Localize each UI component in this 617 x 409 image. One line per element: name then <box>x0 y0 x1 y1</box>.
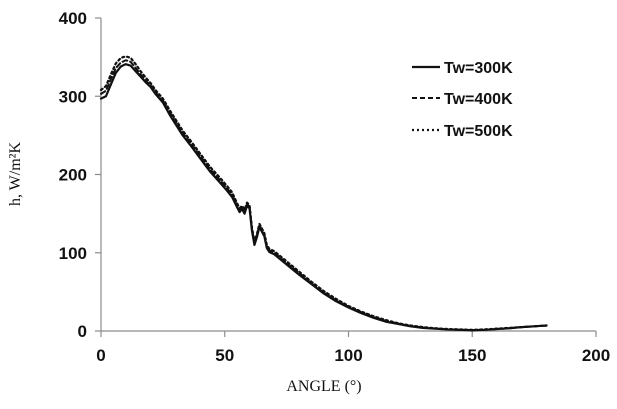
y-tick-label: 300 <box>59 87 87 106</box>
series-lines <box>99 55 548 332</box>
series-line-dotted <box>99 55 548 331</box>
tick-labels: 0 100 200 300 400 0 50 100 150 200 <box>59 9 611 365</box>
legend: Tw=300K Tw=400K Tw=500K <box>412 60 513 140</box>
legend-label: Tw=400K <box>444 91 513 108</box>
legend-label: Tw=500K <box>444 123 513 140</box>
x-tick-label: 150 <box>458 346 486 365</box>
x-tick-label: 0 <box>96 346 105 365</box>
y-tick-label: 0 <box>78 322 87 341</box>
axes <box>95 17 597 337</box>
x-tick-label: 100 <box>334 346 362 365</box>
x-axis-title: ANGLE (°) <box>286 378 361 395</box>
y-tick-label: 400 <box>59 9 87 28</box>
legend-label: Tw=300K <box>444 60 513 77</box>
x-tick-label: 200 <box>582 346 610 365</box>
y-tick-label: 100 <box>59 244 87 263</box>
y-axis-title: h, W/m²K <box>7 142 24 207</box>
x-tick-label: 50 <box>215 346 234 365</box>
y-tick-label: 200 <box>59 166 87 185</box>
